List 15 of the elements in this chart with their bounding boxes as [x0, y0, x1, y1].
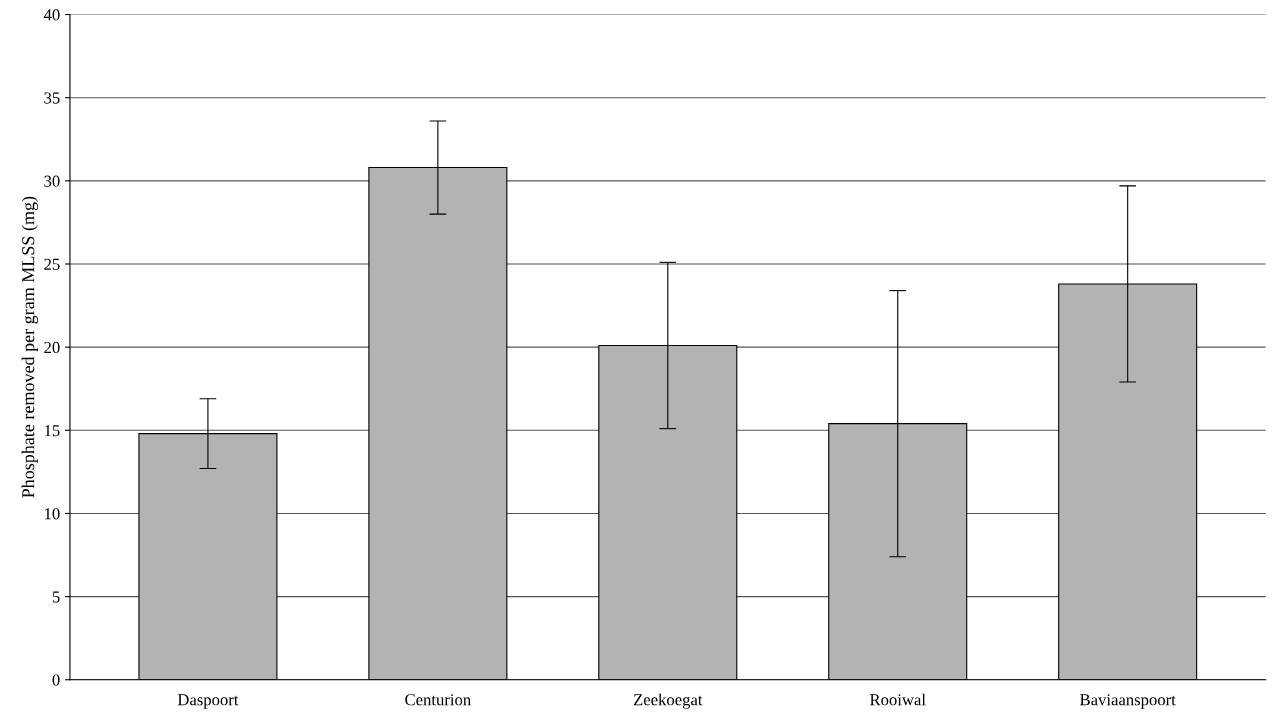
- x-tick-label: Daspoort: [177, 694, 239, 709]
- y-tick-label: 25: [44, 258, 60, 270]
- y-axis-title: Phosphate removed per gram MLSS (mg): [21, 196, 39, 498]
- y-tick-label: 30: [44, 175, 60, 187]
- x-tick-label: Zeekoegat: [633, 693, 703, 709]
- y-tick-label: 15: [45, 425, 60, 437]
- y-tick-label: 35: [44, 92, 60, 104]
- x-tick-label: Baviaanspoort: [1080, 694, 1176, 709]
- x-tick-label: Centurion: [405, 694, 471, 706]
- y-tick-label: 40: [43, 9, 60, 21]
- y-tick-label: 10: [45, 508, 60, 520]
- x-tick-label: Rooiwal: [869, 693, 926, 706]
- y-tick-label: 20: [44, 341, 60, 354]
- y-tick-label: 5: [52, 591, 60, 603]
- y-tick-label: 0: [52, 674, 60, 686]
